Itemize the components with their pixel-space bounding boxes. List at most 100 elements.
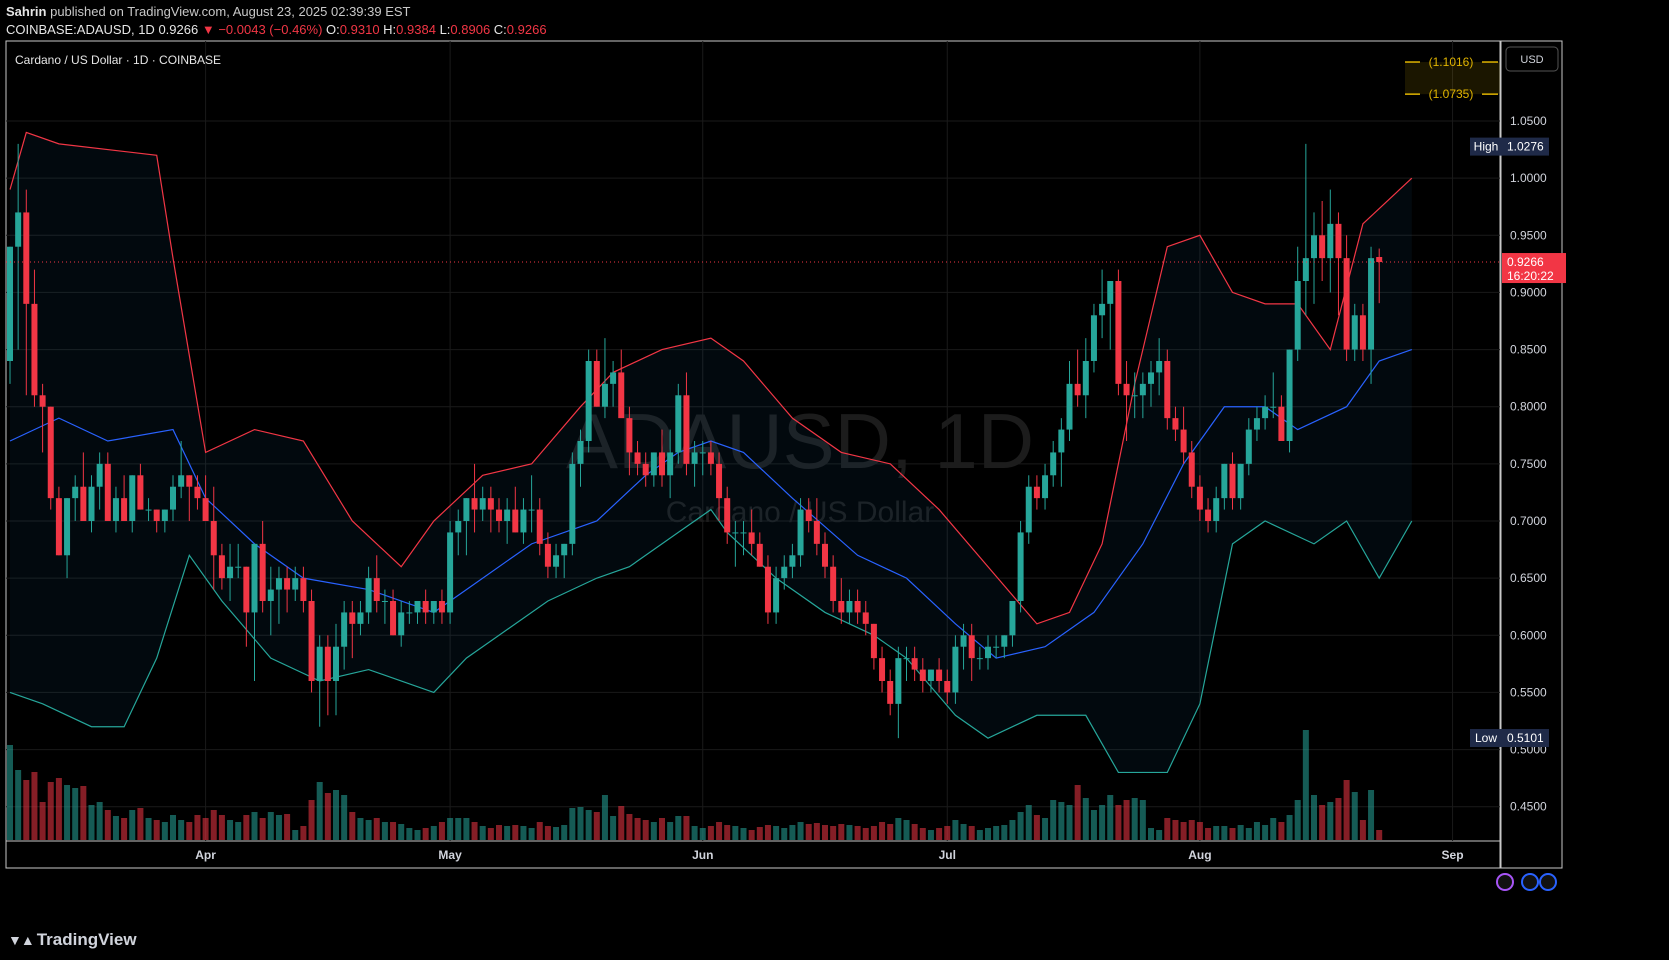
tv-logo-icon: ▼▲ (8, 932, 35, 948)
x-tick-label: May (438, 848, 462, 862)
candle (47, 406, 54, 510)
candle (210, 486, 217, 590)
candle (870, 623, 877, 670)
candle-body (927, 669, 934, 681)
candle (1335, 212, 1342, 316)
x-tick-label: Sep (1442, 848, 1464, 862)
volume-bar (1221, 826, 1228, 840)
volume-bar (471, 822, 478, 840)
candle-body (1099, 303, 1106, 316)
candle (1237, 463, 1244, 510)
candle-body (390, 601, 397, 636)
candle (601, 338, 608, 419)
candle-body (406, 612, 413, 614)
volume-bar (1082, 798, 1089, 840)
candle-body (830, 566, 837, 601)
volume-bar (365, 820, 372, 840)
volume-bar (1066, 805, 1073, 840)
candle-body (88, 486, 95, 521)
candle (1270, 372, 1277, 419)
tradingview-logo[interactable]: ▼▲ TradingView (8, 930, 137, 950)
candle-body (121, 498, 128, 521)
author-name[interactable]: Sahrin (6, 4, 47, 19)
candle-body (333, 646, 339, 681)
candle-body (993, 646, 1000, 648)
candle (887, 669, 894, 716)
current-price-label: 0.9266 (1507, 255, 1544, 269)
candle (610, 361, 617, 407)
candle-body (267, 589, 274, 601)
candle-body (1033, 486, 1040, 499)
candle (1139, 372, 1146, 419)
volume-bar (536, 822, 543, 840)
candle (1205, 498, 1212, 533)
candle (1050, 441, 1057, 487)
y-tick-label: 0.8000 (1510, 400, 1547, 414)
volume-bar (642, 820, 649, 840)
volume-bar (797, 822, 804, 840)
candle-body (161, 509, 168, 521)
volume-bar (1131, 798, 1138, 840)
candle-body (691, 452, 698, 464)
candle-body (235, 566, 242, 568)
candle-body (316, 646, 323, 681)
candle (944, 669, 951, 704)
volume-bar (47, 782, 54, 840)
candle (1099, 269, 1106, 339)
candle (1229, 452, 1236, 510)
candle-body (707, 452, 714, 464)
volume-bar (659, 818, 665, 840)
down-arrow-icon: ▼ (201, 22, 215, 37)
candle (1017, 521, 1024, 613)
volume-bar (308, 800, 315, 840)
candle (911, 646, 918, 681)
volume-bar (341, 795, 348, 840)
volume-bar (430, 826, 437, 840)
volume-bar (275, 815, 282, 840)
volume-bar (349, 812, 356, 840)
us-flag-icon (1539, 873, 1557, 891)
candle (170, 475, 176, 521)
candle-body (699, 452, 706, 454)
candle (1107, 281, 1114, 350)
candle-body (1286, 349, 1293, 441)
candle (1376, 248, 1383, 304)
candle-body (292, 578, 299, 590)
candle (1302, 143, 1309, 316)
candle (919, 658, 926, 693)
candle-body (430, 601, 437, 613)
candle (862, 601, 869, 636)
candle-body (1009, 601, 1016, 636)
volume-bar (88, 805, 95, 840)
candle-body (1302, 258, 1309, 281)
volume-bar (927, 830, 934, 840)
volume-bar (1343, 780, 1350, 840)
candle-body (1205, 509, 1212, 521)
volume-bar (773, 826, 780, 840)
candle (1343, 235, 1350, 361)
volume-bar (968, 826, 975, 840)
candle (137, 463, 144, 510)
candle (496, 498, 502, 533)
x-tick-label: Aug (1188, 848, 1211, 862)
candle (381, 589, 388, 624)
volume-bar (178, 820, 185, 840)
volume-bar (15, 770, 22, 840)
price-scale-frame (1500, 40, 1563, 869)
publish-text: published on TradingView.com, August 23,… (50, 4, 411, 19)
candle-body (227, 566, 234, 579)
candle-body (544, 543, 551, 567)
candle (1278, 395, 1285, 441)
candle (194, 475, 201, 510)
candle-body (1335, 223, 1342, 259)
currency-button[interactable] (1505, 46, 1559, 72)
candle-body (1050, 452, 1057, 476)
candle (235, 543, 242, 579)
volume-bar (993, 826, 1000, 840)
candle (308, 589, 315, 693)
volume-bar (422, 828, 429, 840)
volume-bar (1164, 818, 1171, 840)
candle (1164, 349, 1171, 430)
candle-body (1115, 281, 1122, 384)
